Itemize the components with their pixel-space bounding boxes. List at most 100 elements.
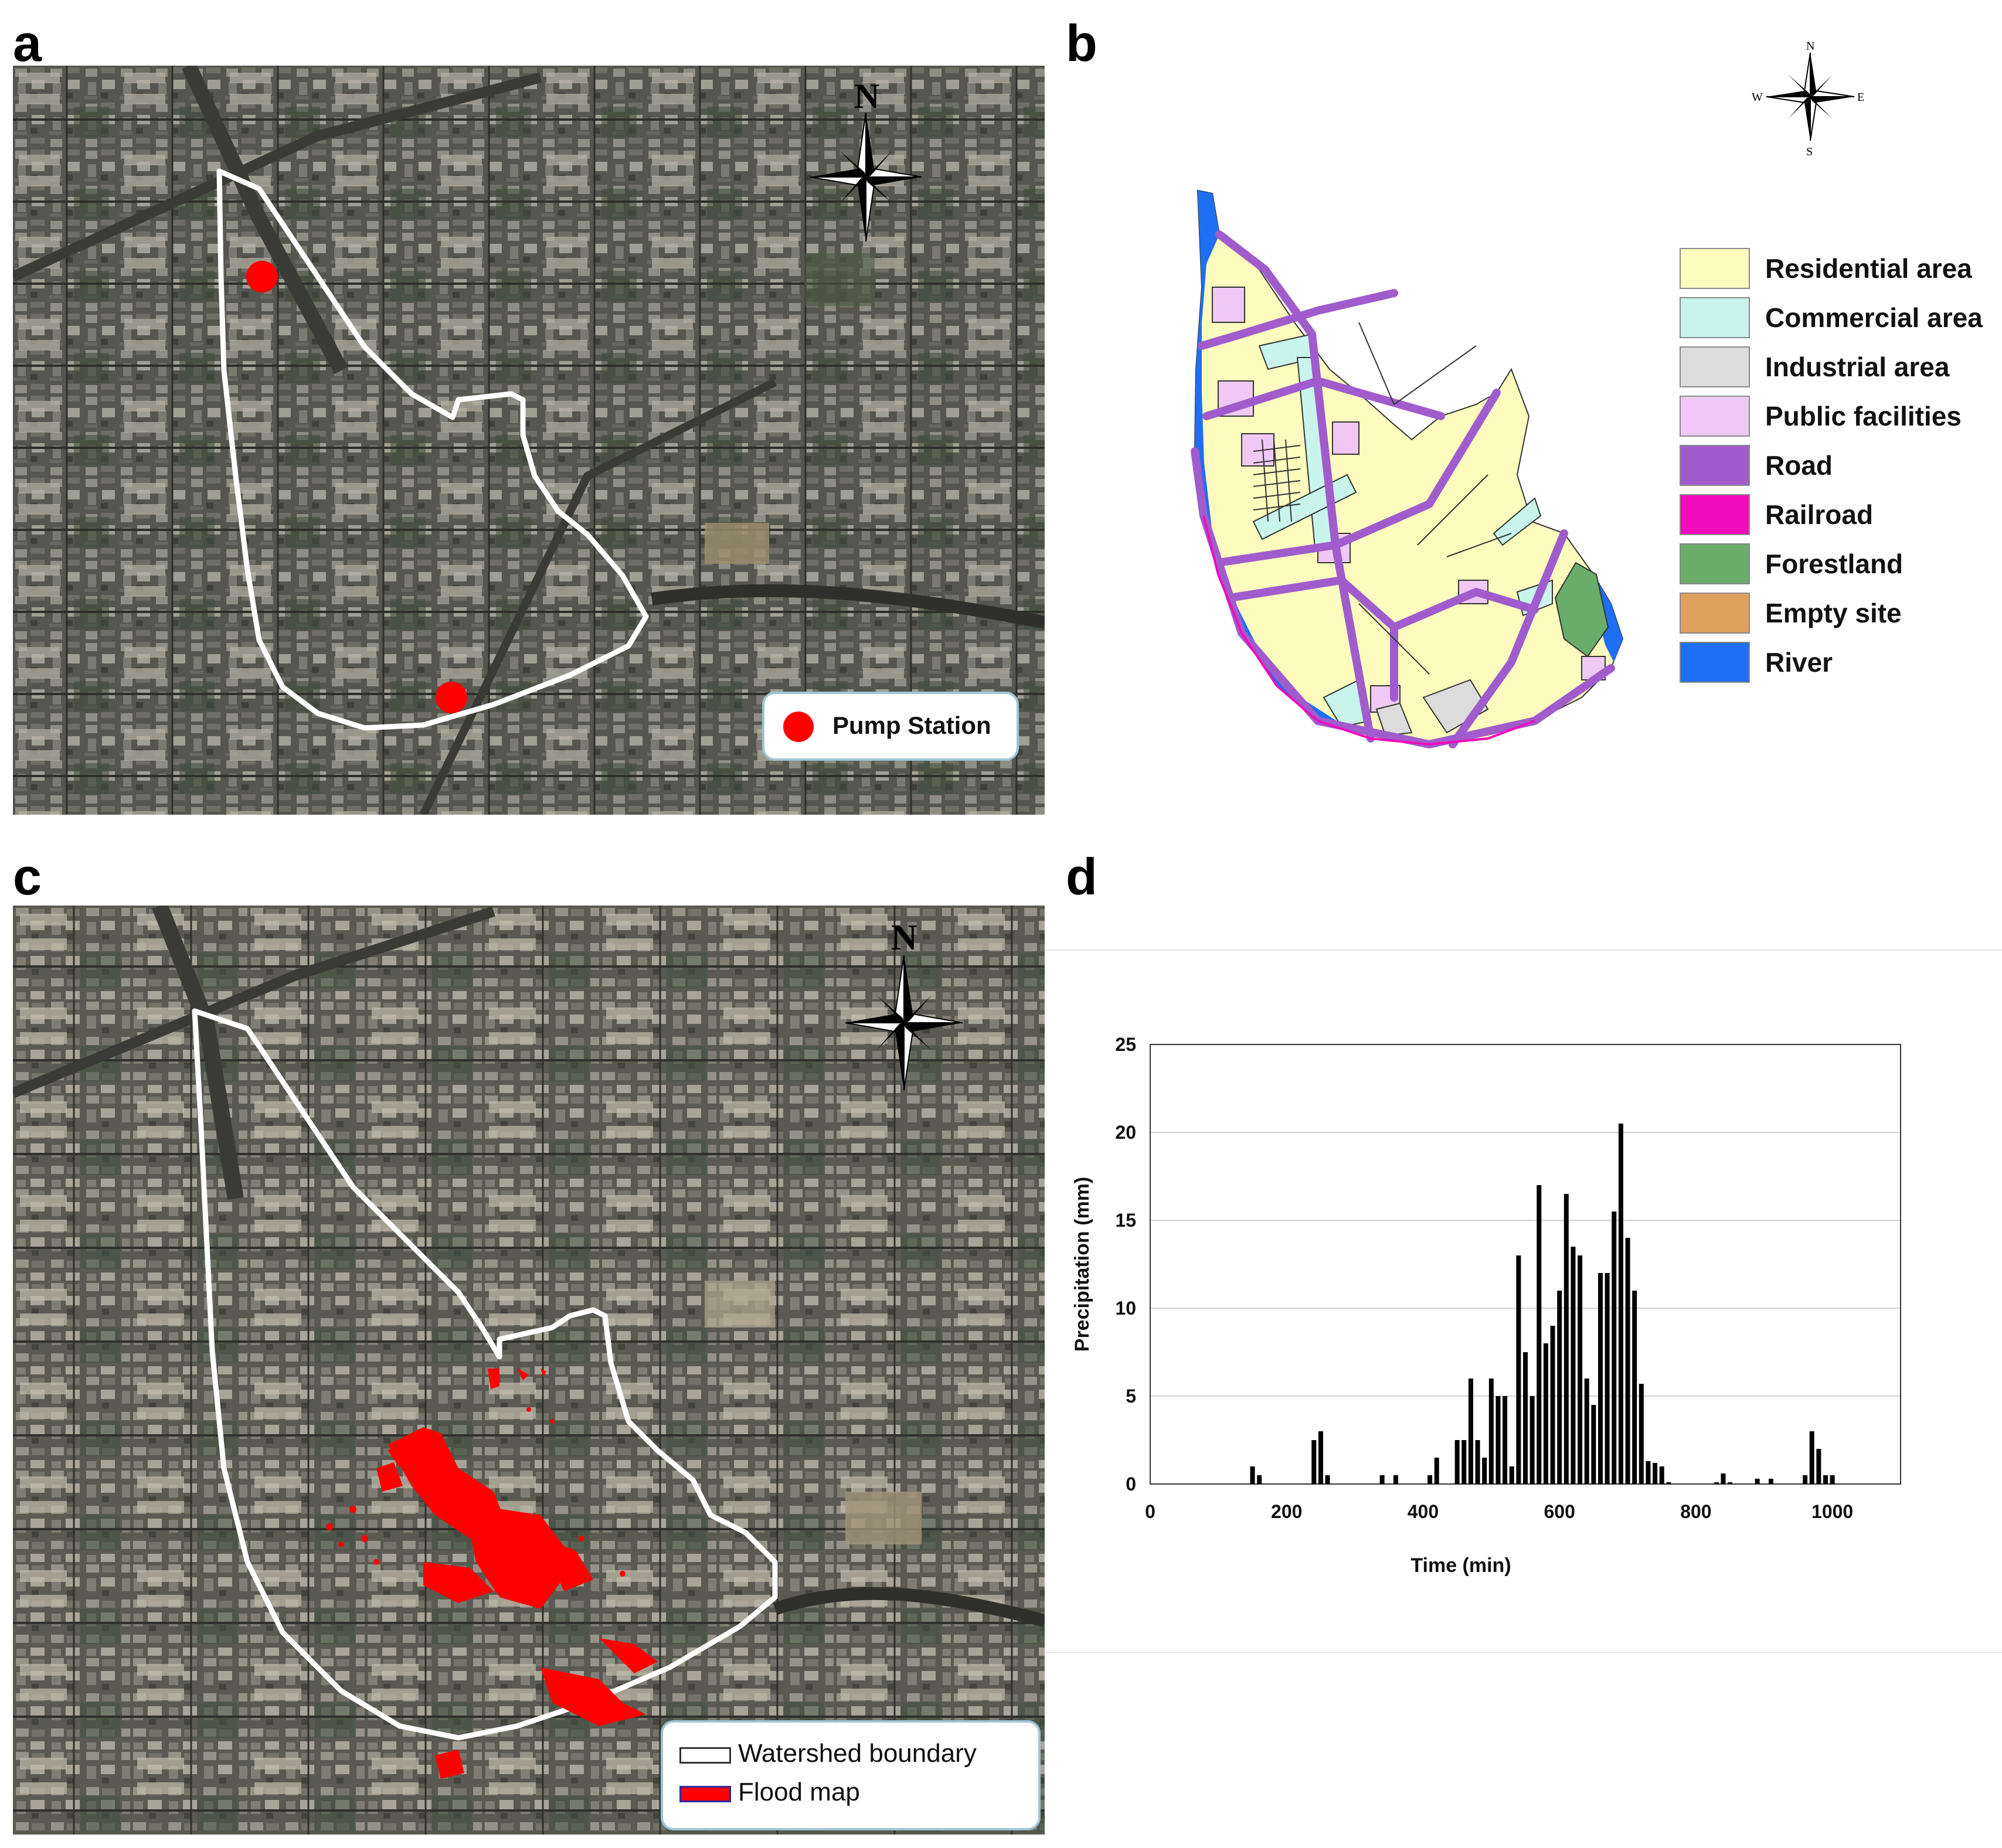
precipitation-chart: 0 5 10 15 20 25 0 200 400 600 800 1000 Time (min) Pre… — [1071, 1034, 1901, 1577]
bar — [1591, 1405, 1596, 1484]
pump-station-marker — [436, 682, 467, 713]
legend-item-forestland: Forestland — [1680, 542, 1903, 586]
bar — [1434, 1458, 1439, 1484]
y-axis-title: Precipitation (mm) — [1071, 1177, 1093, 1352]
legend-item-railroad: Railroad — [1680, 492, 1873, 537]
legend-swatch — [1680, 396, 1750, 437]
bar — [1666, 1482, 1671, 1484]
precipitation-chart-frame: 0 5 10 15 20 25 0 200 400 600 800 1000 Time (min) Pre… — [1045, 949, 2002, 1653]
bar — [1823, 1475, 1828, 1484]
bar — [1325, 1475, 1330, 1484]
legend-label: Industrial area — [1765, 352, 1950, 382]
bar — [1584, 1379, 1589, 1484]
bar — [1809, 1431, 1814, 1484]
compass-n-label: N — [854, 77, 879, 115]
x-tick-label: 600 — [1544, 1501, 1575, 1522]
compass-n-label: N — [891, 918, 917, 958]
bar — [1632, 1291, 1637, 1484]
bar — [1468, 1379, 1473, 1484]
x-tick-label: 800 — [1680, 1501, 1711, 1522]
pump-station-legend-label: Pump Station — [832, 712, 991, 739]
legend-label: Railroad — [1765, 499, 1874, 530]
bar — [1625, 1238, 1630, 1484]
satellite-map-a: N Pump Station — [13, 66, 1045, 815]
bar — [1495, 1396, 1501, 1484]
bar — [1503, 1396, 1508, 1484]
bar — [1659, 1466, 1664, 1484]
legend-item-road: Road — [1680, 443, 1833, 488]
bar — [1830, 1475, 1835, 1484]
watershed-boundary-a — [216, 168, 649, 731]
bar — [1768, 1479, 1773, 1484]
bar — [1257, 1475, 1262, 1484]
bar — [1454, 1440, 1460, 1484]
bar — [1311, 1440, 1317, 1484]
y-tick-label: 10 — [1115, 1298, 1136, 1319]
bar — [1379, 1475, 1385, 1484]
legend-swatch — [1680, 297, 1750, 338]
legend-label: Public facilities — [1765, 401, 1962, 431]
panel-letter-d: d — [1066, 848, 1097, 906]
bar — [1721, 1473, 1726, 1484]
legend-swatch — [1680, 494, 1750, 535]
x-tick-label: 400 — [1408, 1501, 1439, 1522]
y-tick-label: 5 — [1126, 1386, 1136, 1407]
panel-letter-b: b — [1066, 14, 1097, 72]
legend-item-river: River — [1680, 640, 1833, 685]
bar — [1563, 1194, 1569, 1484]
bar — [1509, 1466, 1514, 1484]
bar — [1482, 1458, 1487, 1484]
bar — [1605, 1273, 1610, 1484]
legend-item-residential-area: Residential area — [1680, 246, 1972, 291]
bar — [1461, 1440, 1467, 1484]
bar — [1571, 1247, 1576, 1484]
legend-swatch — [1680, 642, 1750, 683]
y-tick-label: 20 — [1115, 1122, 1136, 1143]
bar — [1529, 1396, 1535, 1484]
bar — [1537, 1185, 1542, 1484]
x-tick-label: 200 — [1271, 1501, 1302, 1522]
legend-swatch — [1680, 593, 1750, 634]
land-use-legend: Residential area Commercial area Industria… — [1680, 246, 1999, 692]
legend-item-commercial-area: Commercial area — [1680, 295, 1983, 340]
pump-station-marker — [246, 261, 278, 292]
legend-label: Residential area — [1765, 253, 1972, 284]
x-axis-title: Time (min) — [1410, 1554, 1511, 1577]
bar — [1557, 1291, 1562, 1484]
bar — [1803, 1475, 1808, 1484]
compass-s-label: S — [1806, 145, 1813, 158]
watershed-boundary-c — [192, 1008, 778, 1741]
bar — [1475, 1440, 1480, 1484]
bar — [1816, 1449, 1821, 1484]
satellite-map-c: N Watershed boundary Flood map — [13, 906, 1045, 1835]
bar — [1550, 1326, 1555, 1484]
legend-swatch — [1680, 543, 1750, 584]
y-tick-label: 25 — [1115, 1034, 1136, 1055]
bar — [1639, 1384, 1644, 1484]
compass-w-label: W — [1752, 91, 1763, 104]
bar — [1728, 1482, 1733, 1484]
bar — [1427, 1475, 1433, 1484]
legend-item-industrial-area: Industrial area — [1680, 345, 1949, 389]
legend-label: Road — [1765, 450, 1833, 481]
legend-label: River — [1765, 647, 1833, 678]
bar — [1618, 1124, 1623, 1484]
compass-e-label: E — [1857, 91, 1864, 104]
watershed-legend-swatch — [679, 1747, 731, 1764]
flood-legend-label: Flood map — [738, 1778, 860, 1806]
bar — [1488, 1379, 1494, 1484]
bar — [1516, 1255, 1521, 1484]
legend-label: Empty site — [1765, 598, 1902, 628]
legend-label: Commercial area — [1765, 302, 1983, 333]
y-tick-label: 15 — [1115, 1210, 1136, 1231]
bar — [1714, 1482, 1719, 1484]
bar — [1250, 1466, 1255, 1484]
x-tick-label: 1000 — [1811, 1501, 1853, 1522]
legend-item-public-facilities: Public facilities — [1680, 394, 1962, 438]
panel-letter-a: a — [13, 14, 42, 72]
bar — [1646, 1461, 1651, 1484]
y-tick-label: 0 — [1126, 1473, 1136, 1495]
compass-rose-icon: N S E W — [1752, 40, 1864, 158]
bar — [1578, 1255, 1583, 1484]
watershed-legend-label: Watershed boundary — [738, 1739, 977, 1768]
